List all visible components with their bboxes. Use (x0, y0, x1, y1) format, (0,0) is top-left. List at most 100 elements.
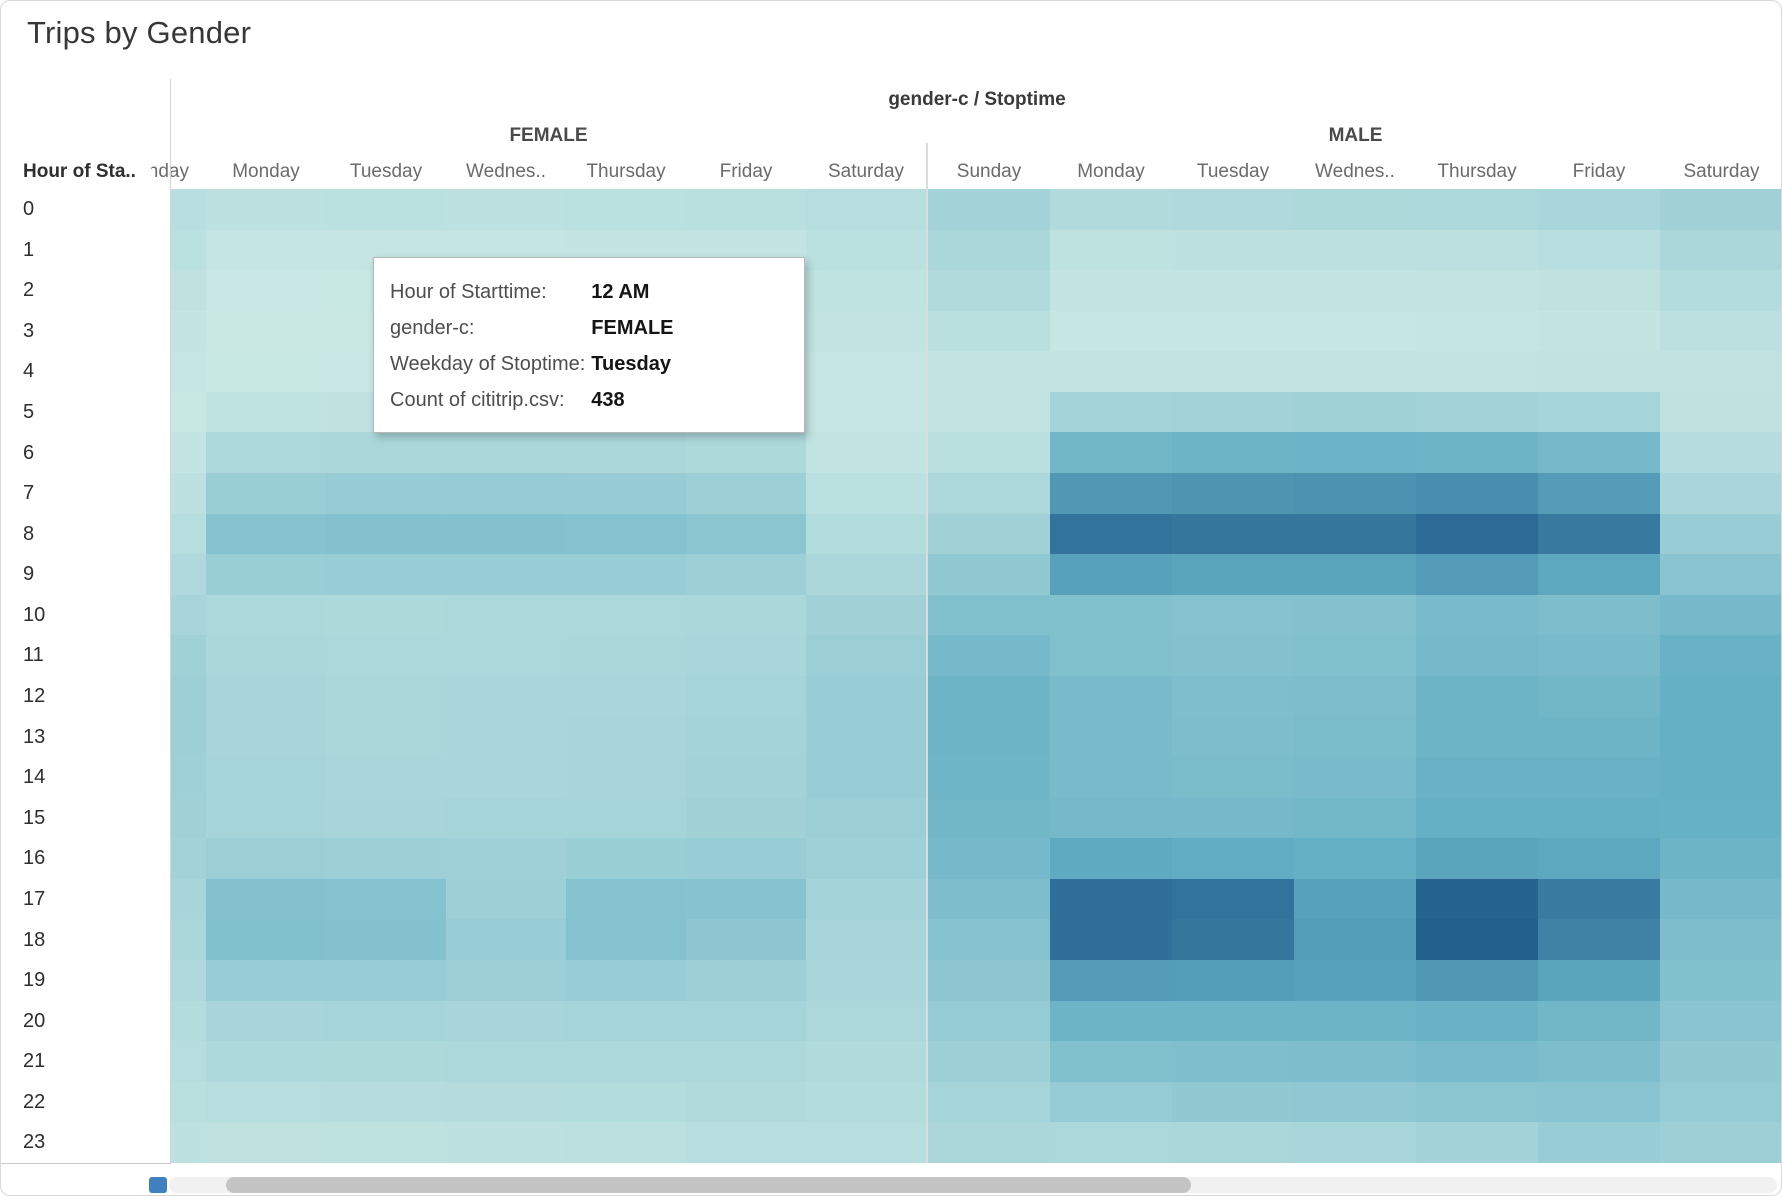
heatmap-cell[interactable] (1660, 432, 1781, 474)
heatmap-cell[interactable] (171, 716, 206, 758)
heatmap-cell[interactable] (326, 797, 446, 839)
heatmap-cell[interactable] (1294, 391, 1416, 433)
heatmap-cell[interactable] (1660, 1081, 1781, 1123)
heatmap-cell[interactable] (206, 554, 326, 595)
heatmap-cell[interactable] (1050, 675, 1172, 717)
day-header-male-tuesday[interactable]: Tuesday (1196, 161, 1270, 182)
heatmap-cell[interactable] (1660, 797, 1781, 839)
row-header-hour-18[interactable]: 18 (23, 928, 46, 951)
heatmap-cell[interactable] (806, 351, 926, 392)
heatmap-cell[interactable] (446, 513, 566, 555)
heatmap-cell[interactable] (206, 1000, 326, 1042)
heatmap-cell[interactable] (1050, 1000, 1172, 1042)
row-header-hour-6[interactable]: 6 (23, 441, 35, 464)
heatmap-cell[interactable] (1294, 473, 1416, 514)
heatmap-cell[interactable] (1538, 716, 1660, 758)
heatmap-cell[interactable] (1416, 391, 1538, 433)
heatmap-cell[interactable] (1294, 1081, 1416, 1123)
heatmap-cell[interactable] (1538, 270, 1660, 311)
row-header-hour-12[interactable]: 12 (23, 685, 46, 707)
heatmap-cell[interactable] (1538, 351, 1660, 392)
heatmap-cell[interactable] (686, 1081, 806, 1123)
heatmap-cell[interactable] (1172, 716, 1294, 758)
heatmap-cell[interactable] (171, 513, 206, 555)
row-header-hour-3[interactable]: 3 (23, 319, 35, 342)
heatmap-cell[interactable] (171, 1000, 206, 1042)
heatmap-cell[interactable] (1660, 594, 1781, 636)
heatmap-cell[interactable] (1416, 635, 1538, 676)
heatmap-cell[interactable] (1538, 1122, 1660, 1163)
row-header-hour-7[interactable]: 7 (23, 482, 35, 505)
heatmap-cell[interactable] (928, 959, 1050, 1001)
heatmap-cell[interactable] (566, 513, 686, 555)
heatmap-cell[interactable] (1294, 513, 1416, 555)
heatmap-cell[interactable] (1660, 189, 1781, 230)
heatmap-cell[interactable] (928, 554, 1050, 595)
heatmap-cell[interactable] (1172, 959, 1294, 1001)
heatmap-cell[interactable] (171, 310, 206, 352)
heatmap-cell[interactable] (1660, 757, 1781, 798)
heatmap-cell[interactable] (1416, 432, 1538, 474)
heatmap-cell[interactable] (326, 594, 446, 636)
heatmap-cell[interactable] (1050, 1041, 1172, 1082)
horizontal-scrollbar[interactable] (169, 1177, 1777, 1193)
heatmap-cell[interactable] (326, 919, 446, 960)
heatmap-cell[interactable] (566, 675, 686, 717)
heatmap-cell[interactable] (806, 310, 926, 352)
heatmap-cell[interactable] (1660, 716, 1781, 758)
heatmap-cell[interactable] (206, 1041, 326, 1082)
heatmap-cell[interactable] (686, 757, 806, 798)
heatmap-cell[interactable] (686, 1041, 806, 1082)
heatmap-cell[interactable] (1294, 594, 1416, 636)
heatmap-cell[interactable] (1050, 797, 1172, 839)
row-header-hour-21[interactable]: 21 (23, 1050, 46, 1073)
heatmap-cell[interactable] (206, 310, 326, 352)
day-header-female-monday[interactable]: Monday (232, 161, 300, 182)
heatmap-cell[interactable] (1172, 838, 1294, 879)
heatmap-cell[interactable] (326, 675, 446, 717)
heatmap-cell[interactable] (686, 838, 806, 879)
heatmap-cell[interactable] (1172, 797, 1294, 839)
heatmap-cell[interactable] (171, 189, 206, 230)
heatmap-cell[interactable] (326, 1081, 446, 1123)
heatmap-cell[interactable] (686, 473, 806, 514)
heatmap-cell[interactable] (1538, 189, 1660, 230)
heatmap-cell[interactable] (806, 189, 926, 230)
heatmap-cell[interactable] (1050, 554, 1172, 595)
heatmap-cell[interactable] (928, 878, 1050, 920)
heatmap-cell[interactable] (686, 594, 806, 636)
heatmap-cell[interactable] (1294, 959, 1416, 1001)
heatmap-cell[interactable] (206, 959, 326, 1001)
heatmap-cell[interactable] (446, 1081, 566, 1123)
heatmap-cell[interactable] (1050, 473, 1172, 514)
heatmap-cell[interactable] (171, 1041, 206, 1082)
heatmap-cell[interactable] (1538, 797, 1660, 839)
heatmap-cell[interactable] (806, 1000, 926, 1042)
heatmap-cell[interactable] (806, 797, 926, 839)
heatmap-cell[interactable] (686, 1122, 806, 1163)
heatmap-cell[interactable] (1538, 878, 1660, 920)
heatmap-cell[interactable] (686, 959, 806, 1001)
heatmap-cell[interactable] (1172, 1000, 1294, 1042)
heatmap-cell[interactable] (806, 959, 926, 1001)
heatmap-cell[interactable] (326, 432, 446, 474)
heatmap-cell[interactable] (1050, 432, 1172, 474)
heatmap-cell[interactable] (566, 635, 686, 676)
heatmap-cell[interactable] (566, 959, 686, 1001)
heatmap-cell[interactable] (1172, 675, 1294, 717)
row-header-hour-14[interactable]: 14 (23, 766, 46, 789)
day-header-male-saturday[interactable]: Saturday (1683, 161, 1760, 182)
heatmap-cell[interactable] (1172, 189, 1294, 230)
heatmap-cell[interactable] (326, 878, 446, 920)
heatmap-cell[interactable] (446, 797, 566, 839)
heatmap-cell[interactable] (1172, 351, 1294, 392)
heatmap-cell[interactable] (1416, 838, 1538, 879)
heatmap-cell[interactable] (446, 959, 566, 1001)
heatmap-cell[interactable] (206, 878, 326, 920)
heatmap-cell[interactable] (1538, 473, 1660, 514)
heatmap-cell[interactable] (1172, 473, 1294, 514)
heatmap-cell[interactable] (1294, 838, 1416, 879)
heatmap-cell[interactable] (206, 432, 326, 474)
heatmap-cell[interactable] (171, 391, 206, 433)
row-header-hour-0[interactable]: 0 (23, 198, 35, 220)
